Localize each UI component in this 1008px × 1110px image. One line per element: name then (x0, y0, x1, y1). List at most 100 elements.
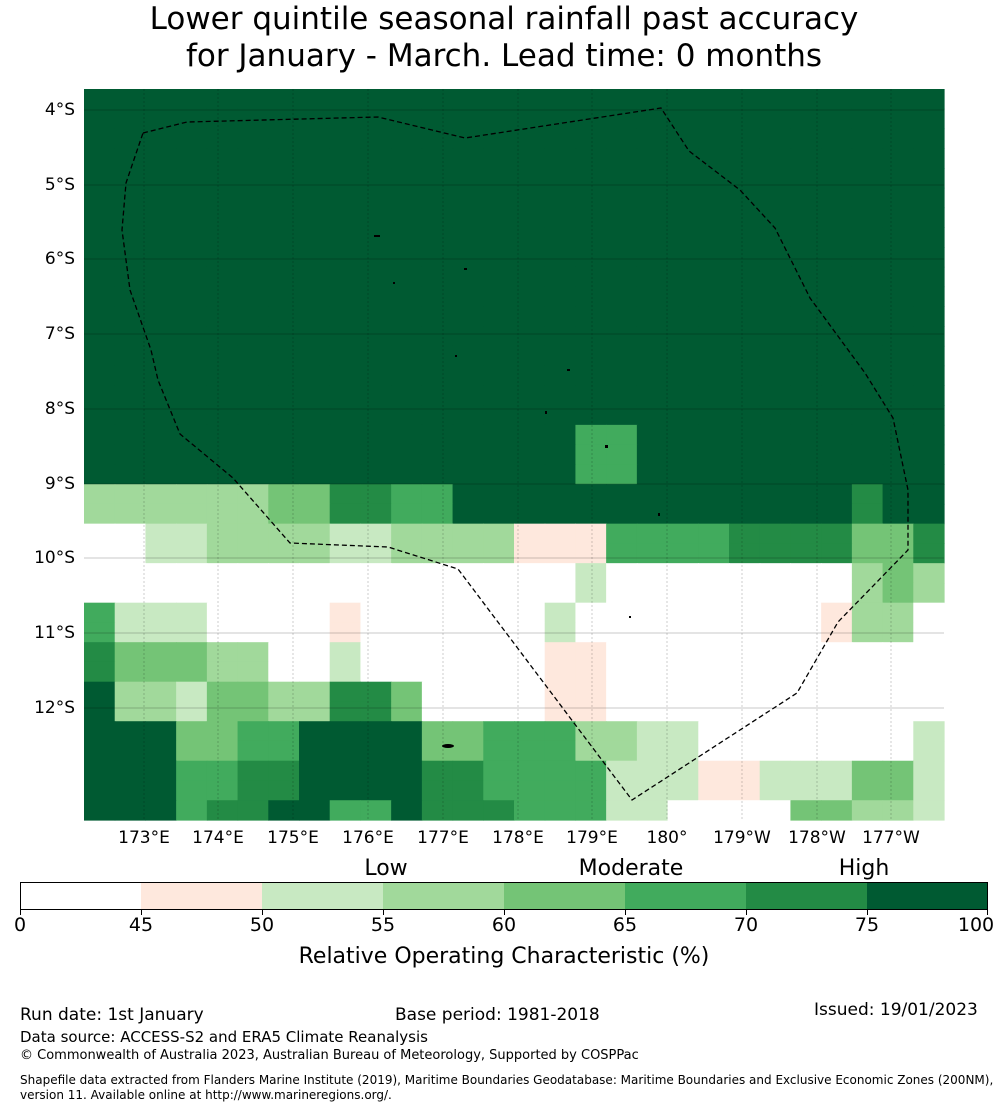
grid-cell (145, 168, 177, 189)
grid-cell (698, 444, 730, 465)
grid-cell (237, 108, 269, 130)
grid-cell (360, 484, 392, 505)
grid-cell (299, 187, 331, 209)
grid-cell (360, 740, 392, 762)
grid-cell (483, 365, 515, 386)
grid-cell (821, 286, 853, 307)
grid-cell (514, 128, 546, 149)
grid-cell (237, 661, 269, 683)
grid-cell (882, 800, 914, 821)
grid-cell (360, 582, 392, 604)
grid-cell (329, 424, 362, 446)
grid-cell (176, 740, 208, 762)
grid-cell (606, 108, 638, 130)
grid-cell (606, 306, 638, 327)
grid-cell (514, 701, 546, 722)
grid-cell (391, 187, 423, 209)
grid-cell (729, 464, 761, 485)
grid-cell (667, 385, 699, 406)
grid-cell (575, 286, 607, 307)
grid-cell (851, 227, 884, 248)
grid-cell (114, 760, 147, 782)
grid-cell (698, 326, 730, 347)
grid-cell (84, 800, 116, 821)
grid-cell (391, 444, 423, 465)
grid-cell (913, 563, 945, 584)
data-source: Data source: ACCESS-S2 and ERA5 Climate … (20, 1028, 428, 1046)
lon-label-179w: 179°W (713, 828, 771, 848)
grid-cell (790, 89, 822, 110)
grid-cell (329, 800, 362, 821)
grid-cell (268, 582, 300, 604)
grid-cell (606, 543, 638, 564)
grid-cell (391, 800, 423, 821)
grid-cell (698, 187, 730, 209)
map-gridlines (84, 89, 944, 820)
grid-cell (882, 543, 914, 564)
grid-cell (114, 89, 147, 110)
grid-cell (84, 464, 116, 485)
grid-cell (391, 227, 423, 248)
grid-cell (360, 800, 392, 821)
grid-cell (114, 424, 147, 446)
grid-cell (575, 148, 607, 169)
grid-cell (360, 108, 392, 130)
grid-cell (698, 168, 730, 189)
grid-cell (391, 168, 423, 189)
grid-cell (606, 89, 638, 110)
grid-cell (421, 148, 454, 169)
grid-cell (851, 148, 884, 169)
grid-cell (544, 661, 577, 683)
grid-cell (84, 207, 116, 228)
grid-cell (636, 701, 669, 722)
grid-cell (575, 484, 607, 505)
grid-cell (514, 582, 546, 604)
grid-cell (698, 760, 730, 782)
grid-cell (514, 642, 546, 663)
grid-cell (391, 424, 423, 446)
shapefile-credit-line1: Shapefile data extracted from Flanders M… (20, 1073, 994, 1087)
grid-cell (729, 247, 761, 268)
grid-cell (452, 365, 484, 386)
grid-cell (391, 306, 423, 327)
grid-cell (299, 207, 331, 228)
grid-cell (882, 286, 914, 307)
grid-cell (329, 721, 362, 742)
grid-cell (237, 266, 269, 288)
grid-cell (790, 602, 822, 624)
grid-cell (329, 622, 362, 643)
grid-cell (114, 365, 147, 386)
copyright: © Commonwealth of Australia 2023, Austra… (20, 1048, 639, 1063)
grid-cell (667, 108, 699, 130)
grid-cell (913, 444, 945, 465)
grid-cell (299, 128, 331, 149)
grid-cell (421, 780, 454, 801)
colorbar-tick-75: 75 (854, 914, 880, 936)
grid-cell (759, 227, 792, 248)
grid-cell (636, 563, 669, 584)
lat-label-11s: 11°S (34, 623, 75, 643)
grid-cell (299, 780, 331, 801)
grid-cell (391, 266, 423, 288)
grid-cell (759, 345, 792, 367)
grid-cell (514, 247, 546, 268)
grid-cell (514, 326, 546, 347)
grid-cell (206, 148, 239, 169)
grid-cell (575, 227, 607, 248)
grid-cell (636, 286, 669, 307)
grid-cell (667, 543, 699, 564)
grid-cell (882, 227, 914, 248)
grid-cell (237, 681, 269, 703)
grid-cell (421, 89, 454, 110)
grid-cell (698, 622, 730, 643)
colorbar-tick-100: 100 (957, 914, 995, 936)
grid-cell (206, 523, 239, 545)
grid-cell (514, 464, 546, 485)
grid-cell (268, 602, 300, 624)
grid-cell (145, 602, 177, 624)
grid-cell (391, 760, 423, 782)
grid-cell (514, 424, 546, 446)
grid-cell (206, 385, 239, 406)
grid-cell (790, 543, 822, 564)
grid-cell (268, 503, 300, 525)
